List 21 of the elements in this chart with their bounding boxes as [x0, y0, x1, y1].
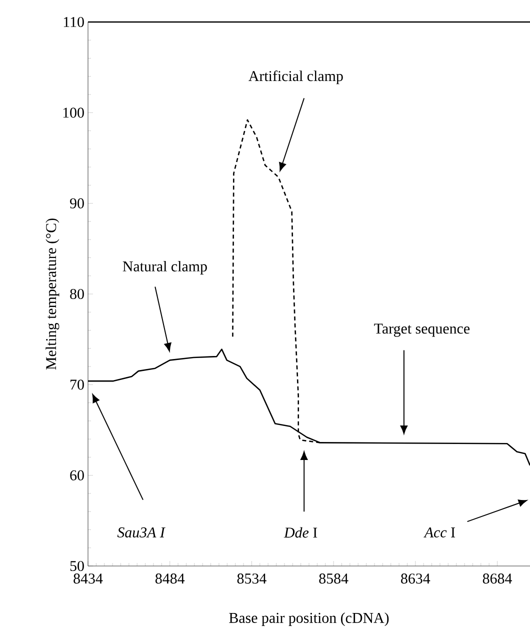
- x-tick-label: 8584: [319, 574, 348, 584]
- y-axis-title: Melting temperature (°C): [46, 218, 60, 370]
- annotation: Acc I: [424, 527, 455, 538]
- x-tick-label: 8534: [237, 574, 266, 584]
- annotation: Target sequence: [374, 324, 470, 337]
- y-tick-label: 100: [63, 108, 84, 118]
- annotation: Dde I: [284, 527, 318, 538]
- x-tick-label: 8434: [74, 574, 103, 584]
- y-tick-label: 80: [70, 288, 84, 300]
- y-tick-label: 70: [70, 380, 84, 390]
- annotation: Artificial clamp: [248, 70, 343, 84]
- annotation: Natural clamp: [122, 260, 207, 274]
- y-tick-label: 50: [70, 560, 84, 572]
- y-tick-label: 110: [64, 16, 84, 28]
- annotation: Sau3A I: [117, 527, 166, 538]
- y-tick-label: 60: [70, 470, 84, 480]
- x-axis-title: Base pair position (cDNA): [229, 612, 389, 626]
- x-tick-label: 8634: [401, 574, 430, 584]
- y-tick-label: 90: [70, 198, 84, 208]
- x-tick-label: 8484: [155, 574, 185, 584]
- x-tick-label: 8684: [482, 574, 512, 584]
